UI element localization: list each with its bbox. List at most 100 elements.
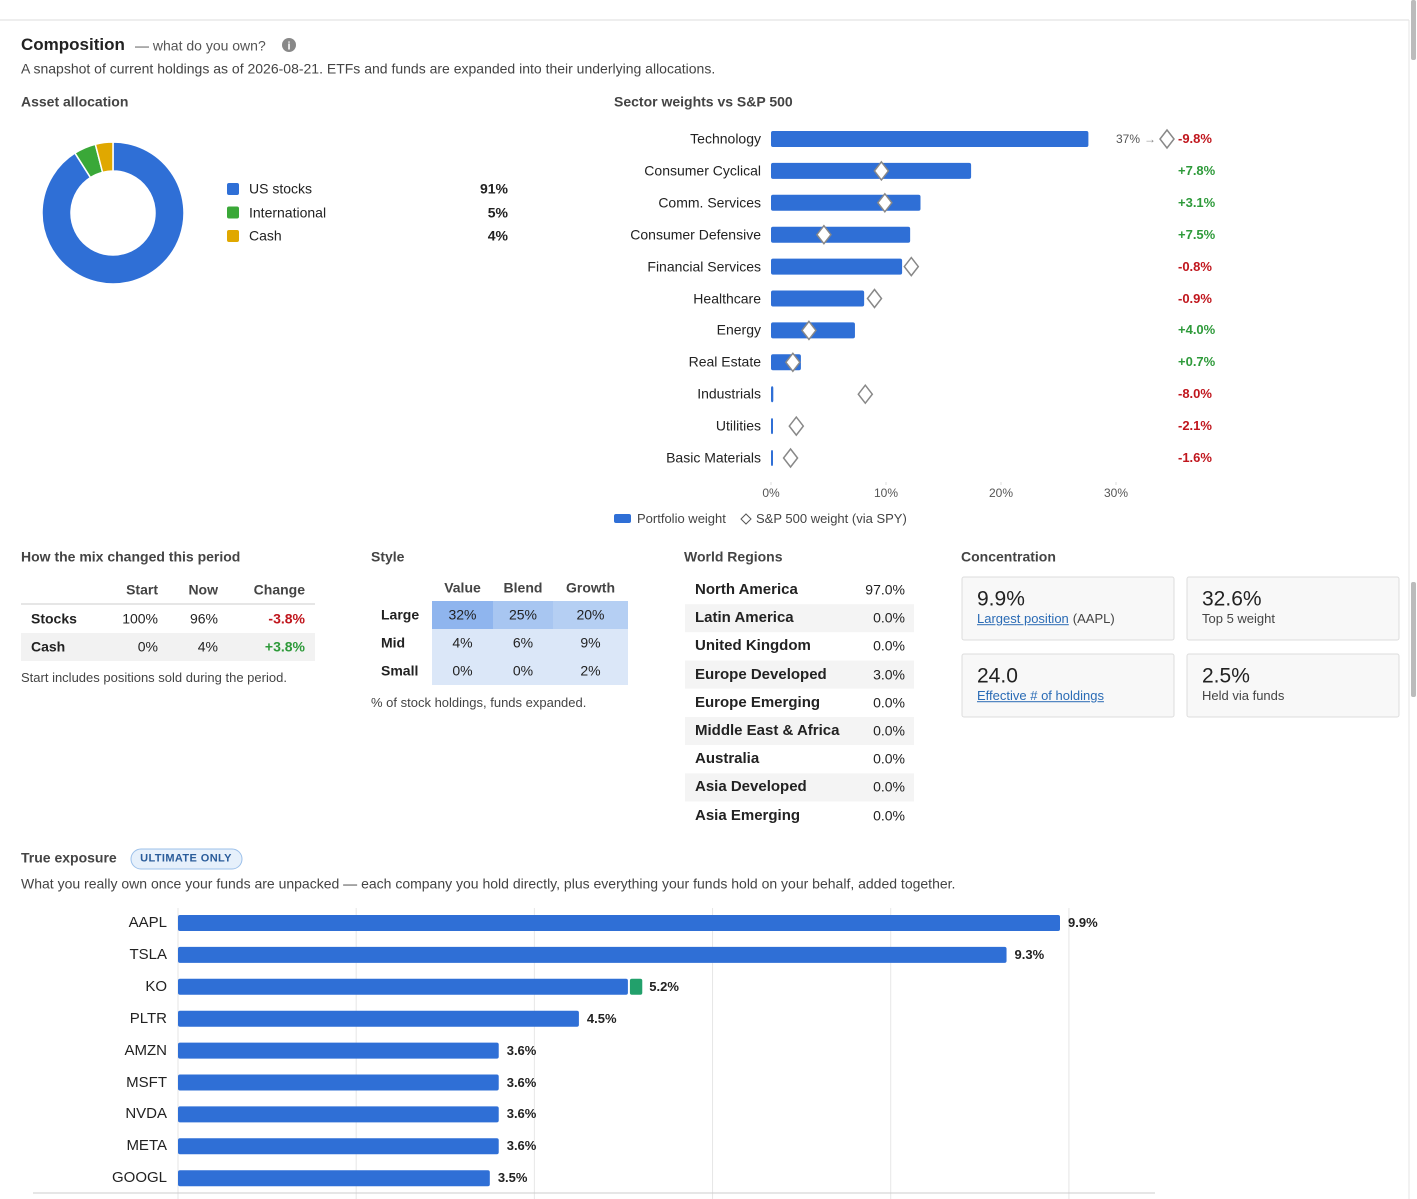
region-name: Asia Emerging <box>695 806 801 824</box>
section-title: Concentration <box>961 548 1056 565</box>
value-label: 3.5% <box>497 1170 528 1186</box>
legend-value: 91% <box>479 180 508 197</box>
row-label: Large <box>381 606 420 623</box>
value-label: 3.6% <box>506 1138 537 1154</box>
bar-segment <box>178 915 1060 931</box>
value-label: 5.2% <box>649 979 679 994</box>
style-cell <box>432 601 493 629</box>
style-cell <box>432 629 493 657</box>
benchmark-marker <box>800 320 817 341</box>
bar-segment <box>178 1170 490 1187</box>
card-value: 9.9% <box>977 587 1025 611</box>
description: A snapshot of current holdings as of 202… <box>21 60 716 77</box>
benchmark-marker <box>873 160 890 182</box>
section-title: Sector weights vs S&P 500 <box>614 93 793 110</box>
bar-segment <box>178 1010 579 1027</box>
cell: +3.8% <box>264 638 305 655</box>
bar-segment <box>178 1106 499 1123</box>
badge: ULTIMATE ONLY <box>140 852 232 865</box>
card-detail: (AAPL) <box>1072 611 1115 627</box>
card-label: Top 5 weight <box>1202 611 1275 627</box>
bar <box>771 131 1089 147</box>
region-name: Latin America <box>695 609 794 627</box>
legend-swatch <box>614 514 631 523</box>
legend-label: Portfolio weight <box>637 511 726 527</box>
benchmark-marker <box>788 415 805 437</box>
value-label: 3.6% <box>506 1106 537 1122</box>
badge-bg <box>130 848 243 870</box>
note: Start includes positions sold during the… <box>21 670 287 686</box>
region-value: 0.0% <box>873 722 905 739</box>
y-tick-label: Basic Materials <box>666 449 761 466</box>
cell: 9% <box>580 634 601 651</box>
bar <box>771 258 903 275</box>
benchmark-marker <box>903 256 920 277</box>
benchmark-marker <box>857 383 874 405</box>
card-value: 32.6% <box>1202 587 1262 611</box>
cell: 0% <box>137 638 158 655</box>
difference-label: -2.1% <box>1178 418 1212 434</box>
y-tick-label: Technology <box>690 130 761 147</box>
region-value: 0.0% <box>873 750 905 767</box>
donut-slice <box>94 141 114 174</box>
cell: 2% <box>580 662 601 679</box>
cell: 0% <box>452 662 473 679</box>
cell: 20% <box>576 606 605 623</box>
x-tick-label: 20% <box>988 485 1014 500</box>
value-label: 3.6% <box>506 1042 537 1058</box>
section-title: How the mix changed this period <box>21 548 241 565</box>
y-tick-label: PLTR <box>129 1009 167 1027</box>
y-tick-label: TSLA <box>129 945 167 963</box>
region-value: 0.0% <box>873 807 905 824</box>
difference-label: +7.8% <box>1178 163 1216 179</box>
scrollbar <box>1411 0 1416 60</box>
bar-segment <box>629 978 643 995</box>
title: Composition <box>21 34 125 54</box>
benchmark-marker <box>1159 128 1175 150</box>
region-value: 3.0% <box>873 666 905 683</box>
cell: -3.8% <box>268 610 305 627</box>
legend-label: US stocks <box>249 180 313 197</box>
section-title: Asset allocation <box>21 93 129 110</box>
bar-segment <box>178 946 1007 963</box>
card-link[interactable]: Largest position <box>977 611 1069 627</box>
bar <box>771 290 865 307</box>
y-tick-label: KO <box>145 977 167 995</box>
y-tick-label: Utilities <box>715 417 761 434</box>
row-label: Stocks <box>31 610 77 627</box>
region-value: 0.0% <box>873 609 905 626</box>
y-tick-label: Energy <box>716 321 761 338</box>
description: What you really own once your funds are … <box>21 875 956 892</box>
region-value: 0.0% <box>873 637 905 654</box>
row-bg <box>685 660 914 689</box>
scrollbar <box>1411 582 1416 697</box>
row-label: Small <box>381 662 419 679</box>
y-tick-label: Financial Services <box>647 258 761 275</box>
bar <box>771 450 773 466</box>
card <box>1186 576 1400 641</box>
overflow-arrow: → <box>1144 132 1156 146</box>
style-cell <box>493 629 553 657</box>
row-bg <box>21 633 315 661</box>
info-icon-glyph: i <box>287 41 290 53</box>
bar-segment <box>178 1074 499 1091</box>
style-cell <box>493 601 553 629</box>
legend-marker <box>740 513 752 525</box>
column-header: Change <box>253 581 305 598</box>
cell: 25% <box>508 606 538 623</box>
cell: 4% <box>197 638 218 655</box>
y-tick-label: GOOGL <box>111 1169 167 1187</box>
column-header: Blend <box>503 579 543 596</box>
card-link[interactable]: Effective # of holdings <box>977 688 1104 704</box>
y-tick-label: NVDA <box>125 1105 167 1123</box>
region-name: United Kingdom <box>695 637 811 655</box>
y-tick-label: META <box>126 1137 167 1155</box>
legend-value: 4% <box>487 227 508 244</box>
benchmark-marker <box>782 447 799 469</box>
bar <box>771 418 773 435</box>
overflow-label: 37% <box>1116 131 1141 146</box>
info-icon[interactable] <box>282 38 296 52</box>
column-header: Start <box>126 581 158 598</box>
benchmark-marker <box>876 192 893 214</box>
